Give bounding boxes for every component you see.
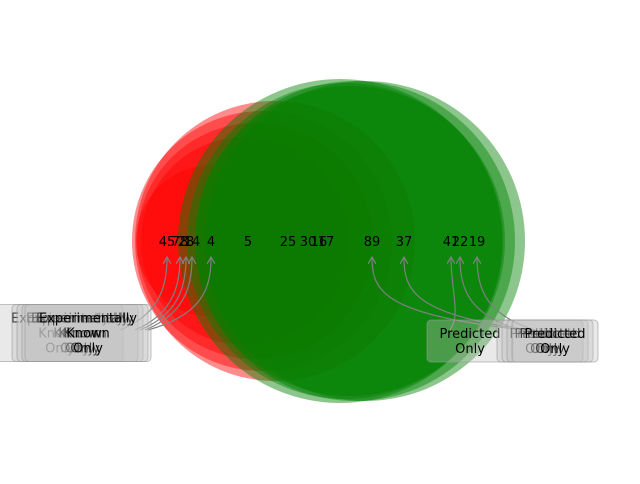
left-set-circle [135,101,415,381]
right-only-count: 41 [443,235,460,250]
left-only-count: 28 [178,235,195,250]
callout-text-line: Only [455,342,485,357]
right-set-circle [205,81,525,401]
callout-text-line: Experimentally [26,312,124,327]
right-only-count: 89 [364,235,381,250]
overlap-count: 5 [244,235,252,250]
right-set-circle [178,79,502,403]
right-only-count: 19 [469,235,486,250]
right-set-circle [195,86,505,396]
right-callout-arrow [450,258,456,331]
left-callout-arrow [139,258,186,331]
callout-text-line: Experimentally [39,312,137,327]
right-only-count: 22 [452,235,469,250]
left-callout-arrow [134,258,180,331]
overlap-count: 16 [311,235,328,250]
callout-text-line: Only [530,342,560,357]
callout-text-line: Predicted [439,327,500,342]
left-only-count: 78 [172,235,189,250]
callout-text-line: Experimentally [31,312,129,327]
left-set-circle [137,123,373,359]
left-only-count: 45 [159,235,176,250]
callout-text-line: Predicted [514,327,575,342]
callout-text-line: Only [535,342,565,357]
left-set-circle [136,165,288,317]
callout-text-line: Known [38,327,82,342]
callout-text-line: Predicted [524,327,585,342]
callout-text-line: Only [65,342,95,357]
left-only-count: 14 [184,235,201,250]
right-callout-arrow [404,258,531,331]
callout-text-line: Only [525,342,555,357]
right-only-count: 37 [396,235,413,250]
left-callout-arrow [147,258,211,331]
callout-text-line: Known [58,327,102,342]
overlap-count: 30 [300,235,317,250]
right-callout-arrow [372,258,526,331]
callout-arrows [119,258,536,331]
callout-text-line: Only [540,342,570,357]
callout-text-line: Predicted [509,327,570,342]
left-callout-arrow [144,258,192,331]
callout-text-line: Predicted [519,327,580,342]
callout-text-line: Only [45,342,75,357]
venn-circles [132,79,525,403]
right-set-circle [195,81,515,401]
right-callout-arrow [460,258,521,331]
left-set-circle [141,137,349,345]
right-callout-arrow [477,258,536,331]
left-set-circle [132,111,392,371]
callout-text-line: Only [60,342,90,357]
region-count-labels: 45 5 41 78 25 22 28 30 89 14 16 37 4 17 19 [159,235,486,250]
callout-boxes: ExperimentallyKnownOnlyPredictedOnlyExpe… [0,304,599,363]
left-callout-arrow [119,258,167,331]
overlap-count: 25 [280,235,297,250]
callout-box-background [24,304,152,362]
callout-text-line: Only [73,342,103,357]
left-only-count: 4 [207,235,215,250]
callout-text-line: Experimentally [36,312,134,327]
overlap-count: 17 [318,235,335,250]
callout-box-background [511,319,599,363]
callout-text-line: Experimentally [11,312,109,327]
callout-box-background [426,319,514,363]
callout-text-line: Only [70,342,100,357]
callout-text-line: Known [63,327,107,342]
right-set-circle [187,83,503,399]
callout-text-line: Known [66,327,110,342]
callout-text-line: Known [53,327,97,342]
